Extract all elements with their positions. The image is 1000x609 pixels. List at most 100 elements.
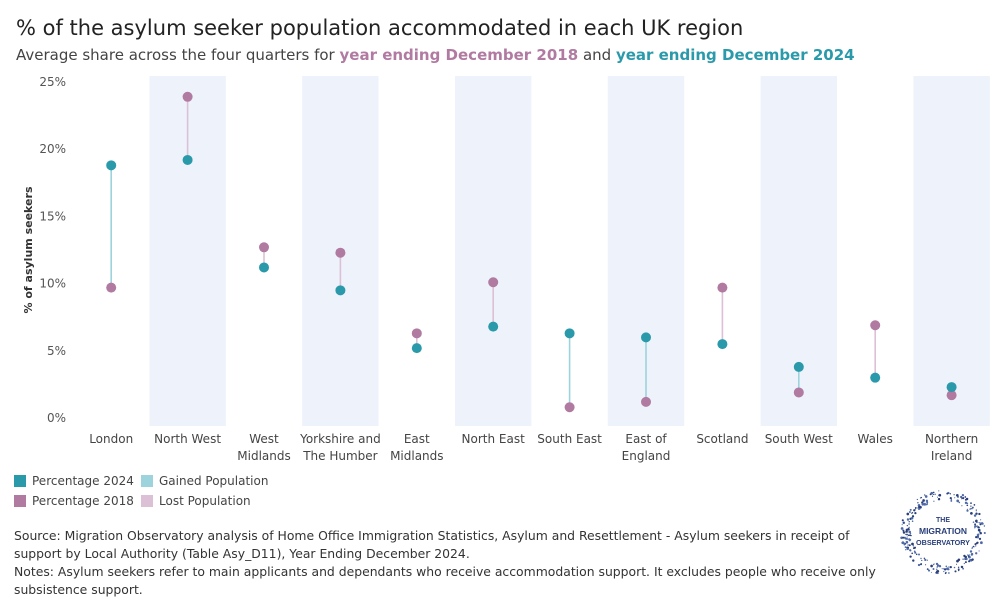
y-tick-label: 5% <box>47 344 66 358</box>
logo-dot <box>920 557 922 560</box>
logo-dot <box>979 532 982 535</box>
y-tick-label: 15% <box>39 209 66 223</box>
logo-dot <box>965 557 968 561</box>
logo-dot <box>964 555 968 559</box>
logo-dot <box>934 493 936 496</box>
logo-dot <box>909 555 912 558</box>
logo-dot <box>961 505 963 507</box>
logo-dot <box>973 504 976 506</box>
legend-swatch-gained <box>141 475 153 487</box>
logo-dot <box>972 521 975 523</box>
logo-dot <box>912 559 915 562</box>
legend-item-gained: Gained Population <box>141 474 268 488</box>
logo-dot <box>908 530 911 534</box>
point-2018 <box>106 282 117 293</box>
logo-dot <box>905 540 909 544</box>
logo-dot <box>973 546 975 548</box>
legend-swatch-2018 <box>14 495 26 507</box>
point-2024 <box>488 321 499 332</box>
logo-dot <box>956 563 958 565</box>
point-2024 <box>641 332 651 343</box>
logo-dot <box>927 569 931 572</box>
logo-dot <box>943 570 945 573</box>
logo-dot <box>906 524 908 527</box>
shaded-band <box>455 76 532 426</box>
logo-dot <box>975 525 977 528</box>
logo-dot <box>938 490 940 492</box>
chart-subtitle: Average share across the four quarters f… <box>16 46 855 64</box>
logo-dot <box>938 572 940 574</box>
logo-dot <box>906 536 908 538</box>
logo-dot <box>974 523 977 526</box>
logo-dot <box>971 547 973 550</box>
logo-dot <box>908 521 910 523</box>
logo-dot <box>924 495 928 498</box>
logo-dot <box>977 535 979 537</box>
logo-dot <box>948 572 950 574</box>
logo-dot <box>968 560 971 563</box>
logo-dot <box>964 561 967 564</box>
logo-dot <box>904 546 907 549</box>
logo-dot <box>905 549 907 551</box>
logo-dot <box>982 523 984 525</box>
point-2018 <box>411 328 422 339</box>
logo-dot <box>953 566 956 569</box>
logo-dot <box>948 566 950 568</box>
logo-dot <box>906 533 908 536</box>
x-tick-label: Ireland <box>931 449 973 463</box>
logo-dot <box>970 507 973 510</box>
legend-label-2018: Percentage 2018 <box>32 494 134 508</box>
logo-dot <box>975 509 977 511</box>
logo-dot <box>983 531 986 535</box>
logo-dot <box>975 512 978 515</box>
logo-dot <box>978 512 981 516</box>
x-tick-label: England <box>622 449 671 463</box>
logo-dot <box>978 550 980 552</box>
logo-dot <box>944 572 947 575</box>
logo-dot <box>942 568 945 570</box>
logo-dot <box>915 553 918 556</box>
logo-dot <box>944 568 947 571</box>
point-2024 <box>106 160 117 171</box>
x-tick-label: East <box>404 432 430 446</box>
logo-dot <box>911 515 915 518</box>
x-tick-label: Yorkshire and <box>299 432 381 446</box>
logo-dot <box>962 567 964 570</box>
logo-dot <box>966 509 969 512</box>
logo-dot <box>931 495 934 497</box>
subtitle-mid: and <box>578 46 616 64</box>
logo-dot <box>957 558 961 562</box>
logo-dot <box>917 502 919 504</box>
legend-label-gained: Gained Population <box>159 474 269 488</box>
logo-dot <box>911 520 914 522</box>
logo-dot <box>930 564 933 568</box>
logo-dot <box>936 496 939 498</box>
logo-dot <box>908 544 911 547</box>
logo-dot <box>923 557 926 560</box>
logo-dot <box>966 504 969 507</box>
logo-dot <box>946 492 949 495</box>
legend-label-lost: Lost Population <box>159 494 251 508</box>
logo-dot <box>932 568 935 570</box>
source-text: Source: Migration Observatory analysis o… <box>14 528 850 561</box>
legend-swatch-lost <box>141 495 153 507</box>
logo-dot <box>938 493 942 497</box>
logo-dot <box>953 494 955 496</box>
logo-dot <box>906 547 909 551</box>
logo-dot <box>913 509 916 512</box>
logo-dot <box>921 559 923 562</box>
y-tick-label: 0% <box>47 411 66 425</box>
legend-item-2018: Percentage 2018 <box>14 494 134 508</box>
logo-dot <box>908 526 910 528</box>
point-2018 <box>488 277 499 288</box>
logo-dot <box>936 568 938 570</box>
x-tick-label: Midlands <box>237 449 290 463</box>
logo-dot <box>969 550 973 553</box>
notes-text: Notes: Asylum seekers refer to main appl… <box>14 564 876 597</box>
logo-dot <box>906 512 910 516</box>
logo-dot <box>929 493 932 496</box>
logo-dot <box>960 498 963 500</box>
logo-dot <box>933 500 935 502</box>
logo-line-2: MIGRATION <box>919 526 967 536</box>
logo-dot <box>932 493 935 495</box>
